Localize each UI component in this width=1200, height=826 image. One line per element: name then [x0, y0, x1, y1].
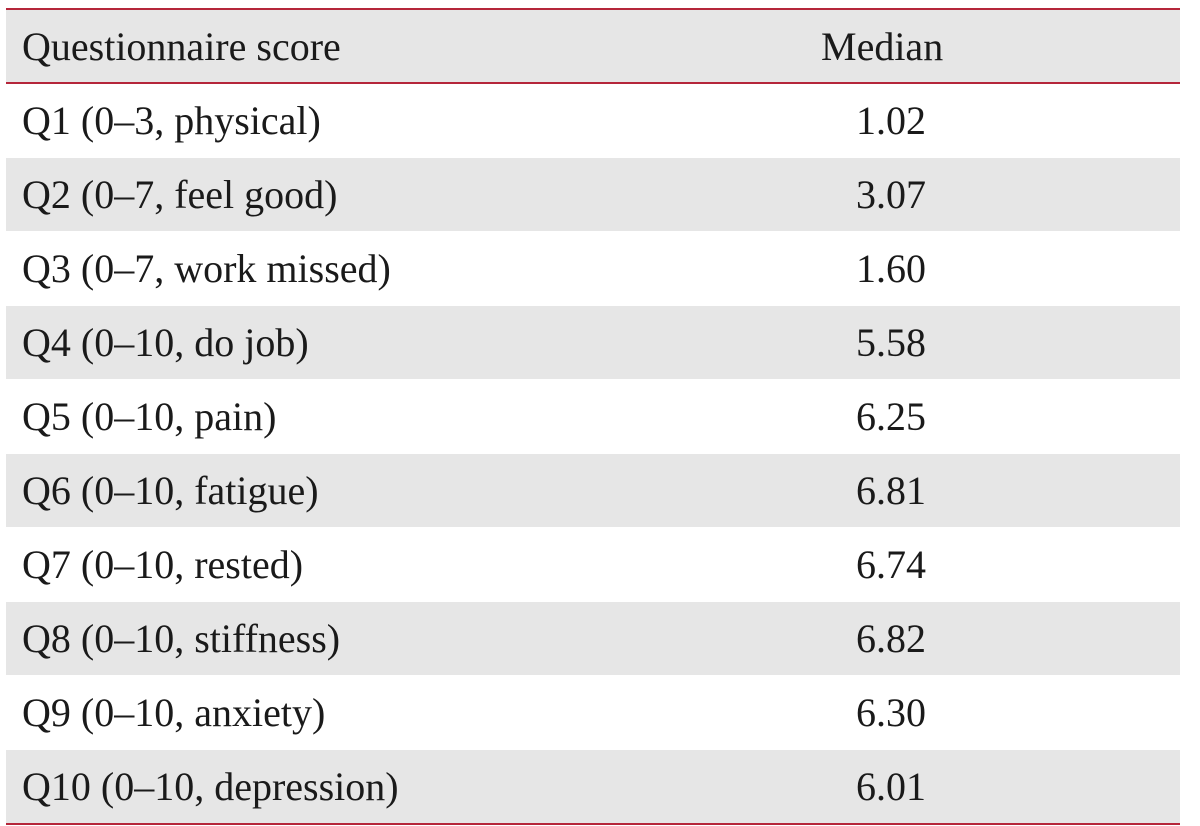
score-cell: Q5 (0–10, pain) [6, 379, 706, 454]
table-row: Q10 (0–10, depression) 6.01 [6, 749, 1180, 825]
table-row: Q2 (0–7, feel good) 3.07 [6, 157, 1180, 232]
score-cell: Q6 (0–10, fatigue) [6, 453, 706, 528]
score-cell: Q3 (0–7, work missed) [6, 231, 706, 306]
questionnaire-table-container: Questionnaire score Median Q1 (0–3, phys… [6, 8, 1180, 825]
median-cell: 6.81 [706, 453, 1180, 528]
median-cell: 6.74 [706, 527, 1180, 602]
column-header-median: Median [821, 23, 944, 69]
table-row: Q9 (0–10, anxiety) 6.30 [6, 675, 1180, 750]
header-row: Questionnaire score Median [6, 9, 1180, 83]
median-cell: 3.07 [706, 157, 1180, 232]
table-row: Q6 (0–10, fatigue) 6.81 [6, 453, 1180, 528]
median-cell: 6.25 [706, 379, 1180, 454]
table-row: Q4 (0–10, do job) 5.58 [6, 305, 1180, 380]
table-header: Questionnaire score Median [6, 9, 1180, 83]
score-cell: Q8 (0–10, stiffness) [6, 601, 706, 676]
score-cell: Q9 (0–10, anxiety) [6, 675, 706, 750]
table-row: Q8 (0–10, stiffness) 6.82 [6, 601, 1180, 676]
score-cell: Q4 (0–10, do job) [6, 305, 706, 380]
score-cell: Q2 (0–7, feel good) [6, 157, 706, 232]
table-row: Q7 (0–10, rested) 6.74 [6, 527, 1180, 602]
median-cell: 1.60 [706, 231, 1180, 306]
questionnaire-table: Questionnaire score Median Q1 (0–3, phys… [6, 8, 1180, 825]
median-cell: 6.82 [706, 601, 1180, 676]
median-cell: 6.30 [706, 675, 1180, 750]
median-cell: 1.02 [706, 83, 1180, 158]
score-cell: Q7 (0–10, rested) [6, 527, 706, 602]
score-cell: Q1 (0–3, physical) [6, 83, 706, 158]
table-row: Q5 (0–10, pain) 6.25 [6, 379, 1180, 454]
table-body: Q1 (0–3, physical) 1.02 Q2 (0–7, feel go… [6, 83, 1180, 825]
table-row: Q1 (0–3, physical) 1.02 [6, 83, 1180, 158]
median-cell: 6.01 [706, 749, 1180, 825]
median-cell: 5.58 [706, 305, 1180, 380]
table-row: Q3 (0–7, work missed) 1.60 [6, 231, 1180, 306]
score-cell: Q10 (0–10, depression) [6, 749, 706, 825]
column-header-questionnaire-score: Questionnaire score [22, 23, 341, 69]
